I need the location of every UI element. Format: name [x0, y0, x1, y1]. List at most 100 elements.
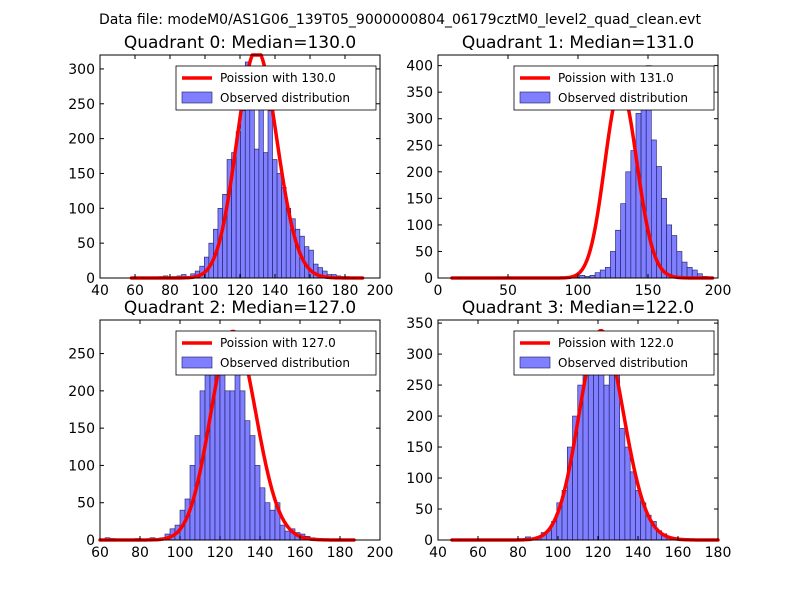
- x-tick-label: 180: [327, 545, 354, 561]
- histogram-bar: [269, 509, 276, 541]
- histogram-bar: [604, 267, 611, 279]
- x-tick-label: 160: [287, 545, 314, 561]
- x-tick-label: 60: [469, 545, 487, 561]
- x-tick-label: 80: [509, 545, 527, 561]
- histogram-bar: [599, 269, 606, 279]
- y-tick-label: 250: [68, 347, 95, 363]
- axes-frame: [437, 319, 719, 541]
- histogram-bar: [254, 148, 260, 279]
- x-tick-label: 160: [665, 545, 692, 561]
- histogram-bar: [254, 465, 261, 541]
- histogram-bar: [259, 487, 266, 541]
- x-tick-label: 200: [705, 283, 732, 299]
- x-tick-label: 160: [297, 283, 324, 299]
- y-tick-label: 150: [68, 421, 95, 437]
- panel-title: Quadrant 3: Median=122.0: [462, 298, 694, 318]
- histogram-bar: [219, 368, 226, 541]
- histogram-bar: [244, 420, 251, 541]
- y-tick-label: 150: [406, 191, 433, 207]
- y-tick-label: 300: [406, 347, 433, 363]
- histogram-bar: [279, 524, 286, 541]
- x-tick-label: 60: [91, 545, 109, 561]
- histogram-bar: [587, 353, 594, 541]
- legend-bar-swatch: [519, 91, 551, 104]
- y-tick-label: 50: [415, 502, 433, 518]
- histogram-bar: [630, 150, 637, 279]
- histogram-bar: [671, 235, 678, 279]
- y-tick-label: 150: [68, 166, 95, 182]
- y-tick-label: 350: [406, 316, 433, 332]
- histogram-bar: [610, 251, 616, 279]
- histogram-bar: [681, 261, 688, 279]
- y-tick-label: 200: [68, 384, 95, 400]
- x-tick-label: 120: [227, 283, 254, 299]
- y-tick-label: 250: [406, 138, 433, 154]
- legend-bar-label: Observed distribution: [220, 356, 350, 370]
- histogram-bar: [249, 435, 256, 541]
- y-tick-label: 0: [424, 533, 433, 549]
- histogram-bar: [258, 103, 264, 279]
- x-tick-label: 200: [367, 545, 394, 561]
- panel-quadrant-1: Quadrant 1: Median=131.0 0 50 100 150 200 0 50 1…: [406, 33, 731, 299]
- y-tick-label: 300: [406, 112, 433, 128]
- legend-curve-label: Poission with 131.0: [558, 71, 674, 85]
- x-tick-label: 80: [161, 283, 179, 299]
- legend-bar-label: Observed distribution: [220, 91, 350, 105]
- y-tick-label: 300: [68, 62, 95, 78]
- x-tick-label: 80: [131, 545, 149, 561]
- y-tick-label: 0: [86, 533, 95, 549]
- y-tick-label: 50: [77, 236, 95, 252]
- y-tick-label: 100: [68, 201, 95, 217]
- panel-title: Quadrant 0: Median=130.0: [124, 33, 356, 53]
- legend-curve-label: Poission with 122.0: [558, 336, 674, 350]
- legend: Poission with 122.0 Observed distribution: [513, 330, 715, 376]
- y-tick-label: 200: [406, 165, 433, 181]
- x-tick-label: 140: [247, 545, 274, 561]
- histogram-bars: [131, 61, 364, 279]
- histogram-bar: [267, 110, 273, 279]
- legend-bar-label: Observed distribution: [558, 91, 688, 105]
- y-tick-label: 100: [406, 471, 433, 487]
- histogram-bar: [224, 390, 231, 541]
- histogram-bar: [676, 251, 683, 279]
- legend-bar-swatch: [181, 91, 213, 104]
- histogram-bar: [625, 171, 632, 279]
- axes-frame: [99, 319, 381, 541]
- y-tick-label: 400: [406, 59, 433, 75]
- y-tick-label: 100: [68, 458, 95, 474]
- y-tick-label: 250: [406, 378, 433, 394]
- x-tick-label: 0: [434, 283, 443, 299]
- histogram-bar: [603, 384, 610, 541]
- panel-title: Quadrant 1: Median=131.0: [462, 33, 694, 53]
- y-tick-label: 50: [77, 496, 95, 512]
- y-tick-label: 350: [406, 85, 433, 101]
- x-tick-label: 100: [192, 283, 219, 299]
- x-tick-label: 150: [635, 283, 662, 299]
- histogram-bar: [204, 368, 211, 541]
- x-tick-label: 100: [565, 283, 592, 299]
- histogram-bar: [661, 198, 667, 279]
- x-tick-label: 40: [91, 283, 109, 299]
- y-tick-label: 0: [424, 271, 433, 287]
- histogram-bar: [624, 446, 631, 541]
- histogram-bar: [239, 390, 246, 541]
- histogram-bar: [276, 173, 282, 279]
- x-tick-label: 140: [262, 283, 289, 299]
- panel-quadrant-2: Quadrant 2: Median=127.0 60 80 100 120 140 160…: [68, 298, 393, 561]
- x-tick-label: 180: [332, 283, 359, 299]
- legend-bar-swatch: [519, 356, 551, 369]
- x-tick-label: 140: [625, 545, 652, 561]
- legend: Poission with 131.0 Observed distribution: [513, 65, 715, 111]
- y-tick-label: 50: [415, 244, 433, 260]
- histogram-bar: [263, 152, 269, 279]
- y-tick-label: 200: [406, 409, 433, 425]
- histogram-bar: [615, 229, 621, 279]
- histogram-bar: [229, 390, 236, 541]
- y-tick-label: 150: [406, 440, 433, 456]
- histogram-bar: [620, 203, 627, 279]
- x-tick-label: 40: [429, 545, 447, 561]
- histogram-bar: [619, 428, 626, 541]
- histogram-bar: [629, 471, 636, 541]
- panel-quadrant-0: Quadrant 0: Median=130.0 40 60 80 100 120 140 1…: [68, 33, 393, 299]
